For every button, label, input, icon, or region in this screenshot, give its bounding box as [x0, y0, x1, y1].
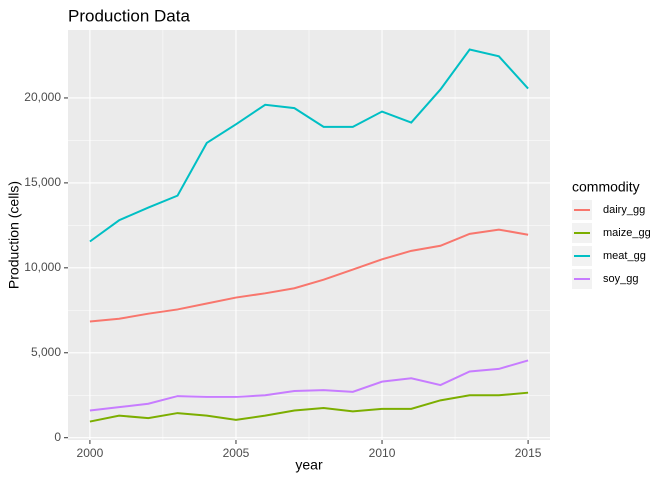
legend-label: soy_gg [603, 273, 638, 285]
series-line [89, 391, 529, 423]
x-tick-label: 2010 [369, 446, 396, 460]
y-tick-label: 5,000 [31, 345, 61, 359]
y-axis-title: Production (cells) [6, 181, 22, 289]
chart-title: Production Data [68, 6, 190, 25]
marks [89, 48, 529, 423]
y-tick-label: 10,000 [24, 260, 61, 274]
series-line [89, 359, 529, 412]
legend: dairy_gg maize_gg meat_gg soy_gg [572, 200, 651, 289]
legend-label: maize_gg [603, 227, 651, 239]
x-tick-label: 2015 [515, 446, 542, 460]
y-tick-label: 20,000 [24, 90, 61, 104]
series-line [89, 228, 529, 323]
grid [64, 30, 550, 444]
legend-label: meat_gg [603, 250, 646, 262]
y-tick-label: 0 [54, 430, 61, 444]
y-tick-label: 15,000 [24, 175, 61, 189]
legend-title: commodity [572, 179, 640, 195]
x-tick-label: 2000 [77, 446, 104, 460]
x-axis-title: year [295, 457, 323, 473]
series-line [89, 48, 529, 243]
legend-label: dairy_gg [603, 204, 645, 216]
x-tick-label: 2005 [223, 446, 250, 460]
